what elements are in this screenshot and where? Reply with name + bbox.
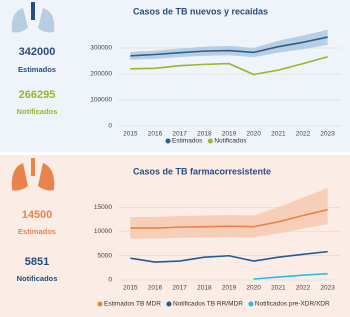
legend-marker	[97, 301, 103, 307]
legend-label: Notificados pre-XDR/XDR	[255, 301, 330, 308]
kpi-label: Notificados	[17, 107, 58, 116]
x-tick-label: 2017	[172, 131, 187, 138]
x-tick-label: 2021	[271, 285, 286, 292]
chart-title: Casos de TB farmacorresistente	[133, 166, 271, 176]
series-line	[130, 36, 328, 57]
kpi-value: 14500	[22, 209, 53, 221]
series-line	[130, 250, 328, 263]
x-tick-label: 2017	[172, 285, 187, 292]
kpi-label: Estimados	[18, 65, 56, 74]
top-panel	[0, 0, 350, 152]
legend-label: Estimados	[172, 138, 203, 145]
kpi-value: 5851	[25, 256, 49, 268]
chart-title: Casos de TB nuevos y recaídas	[133, 6, 268, 16]
y-tick-label: 0	[108, 277, 112, 284]
x-tick-label: 2023	[320, 285, 335, 292]
x-tick-label: 2023	[320, 131, 335, 138]
lungs-icon	[11, 2, 55, 33]
y-tick-label: 300000	[90, 45, 112, 52]
x-tick-label: 2016	[148, 131, 163, 138]
kpi-label: Notificados	[17, 274, 58, 283]
kpi-label: Estimados	[18, 227, 56, 236]
x-tick-label: 2019	[222, 131, 237, 138]
x-tick-label: 2022	[296, 131, 311, 138]
x-tick-label: 2018	[197, 131, 212, 138]
lungs-icon	[11, 158, 55, 191]
y-tick-label: 15000	[94, 204, 112, 211]
x-tick-label: 2016	[148, 285, 163, 292]
y-tick-label: 10000	[94, 228, 112, 235]
legend-marker	[165, 138, 171, 144]
kpi-value: 342000	[19, 46, 56, 58]
series-line	[130, 208, 328, 229]
kpi-value: 266295	[19, 89, 56, 101]
x-tick-label: 2020	[246, 285, 261, 292]
legend-label: Estimados TB MDR	[104, 301, 161, 308]
y-tick-label: 0	[108, 123, 112, 130]
legend-label: Notificados TB RR/MDR	[173, 301, 243, 308]
x-tick-label: 2018	[197, 285, 212, 292]
x-tick-label: 2015	[123, 285, 138, 292]
x-tick-label: 2020	[246, 131, 261, 138]
y-tick-label: 200000	[90, 71, 112, 78]
legend-marker	[207, 138, 213, 144]
y-tick-label: 100000	[90, 97, 112, 104]
legend-label: Notificados	[214, 138, 247, 145]
y-tick-label: 5000	[98, 252, 113, 259]
x-tick-label: 2019	[222, 285, 237, 292]
x-tick-label: 2022	[296, 285, 311, 292]
x-tick-label: 2015	[123, 131, 138, 138]
legend-marker	[166, 301, 172, 307]
legend-marker	[248, 301, 254, 307]
x-tick-label: 2021	[271, 131, 286, 138]
confidence-band	[130, 187, 328, 239]
series-line	[130, 55, 328, 76]
series-line	[253, 272, 328, 280]
